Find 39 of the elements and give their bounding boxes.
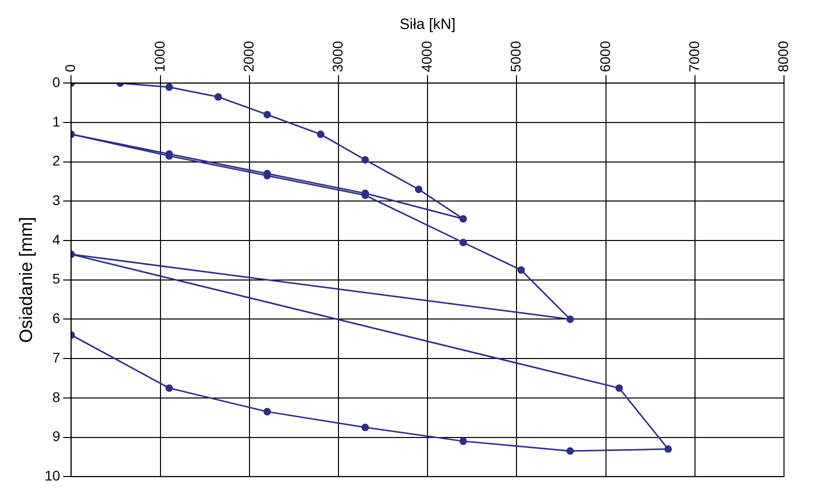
point [517, 266, 525, 274]
x-axis-title: Siła [kN] [400, 16, 456, 34]
y-tick-label: 0 [52, 74, 60, 90]
point [459, 215, 467, 223]
point [361, 156, 369, 164]
x-tick-label: 3000 [330, 40, 346, 72]
y-tick-label: 6 [52, 310, 60, 326]
x-tick-label: 7000 [686, 40, 702, 72]
y-tick-label: 3 [52, 192, 60, 208]
x-tick-label: 5000 [508, 40, 524, 72]
point [263, 408, 271, 416]
point [165, 83, 173, 91]
y-tick-label: 7 [52, 349, 60, 366]
y-tick-label: 10 [44, 467, 60, 484]
x-tick-label: 8000 [775, 40, 792, 72]
point [664, 445, 672, 453]
x-tick-label: 4000 [418, 40, 435, 72]
point [459, 437, 467, 445]
y-tick-label: 1 [52, 113, 60, 130]
x-tick-label: 0 [62, 64, 78, 72]
point [214, 93, 222, 101]
point [615, 384, 623, 392]
x-tick-label: 1000 [151, 40, 168, 72]
x-tick-label: 6000 [596, 40, 613, 72]
point [566, 315, 574, 323]
y-tick-label: 4 [52, 231, 60, 248]
x-tick-label: 2000 [240, 40, 256, 72]
y-tick-label: 2 [52, 152, 60, 169]
point [361, 424, 369, 432]
y-tick-label: 5 [52, 270, 60, 287]
point [165, 384, 173, 392]
point [566, 447, 574, 455]
y-tick-label: 8 [52, 388, 60, 405]
point [414, 186, 422, 194]
point [459, 238, 467, 246]
y-axis-title: Osiadanie [mm] [16, 216, 36, 343]
point [316, 130, 324, 138]
y-tick-label: 9 [52, 428, 60, 444]
point [263, 110, 271, 118]
